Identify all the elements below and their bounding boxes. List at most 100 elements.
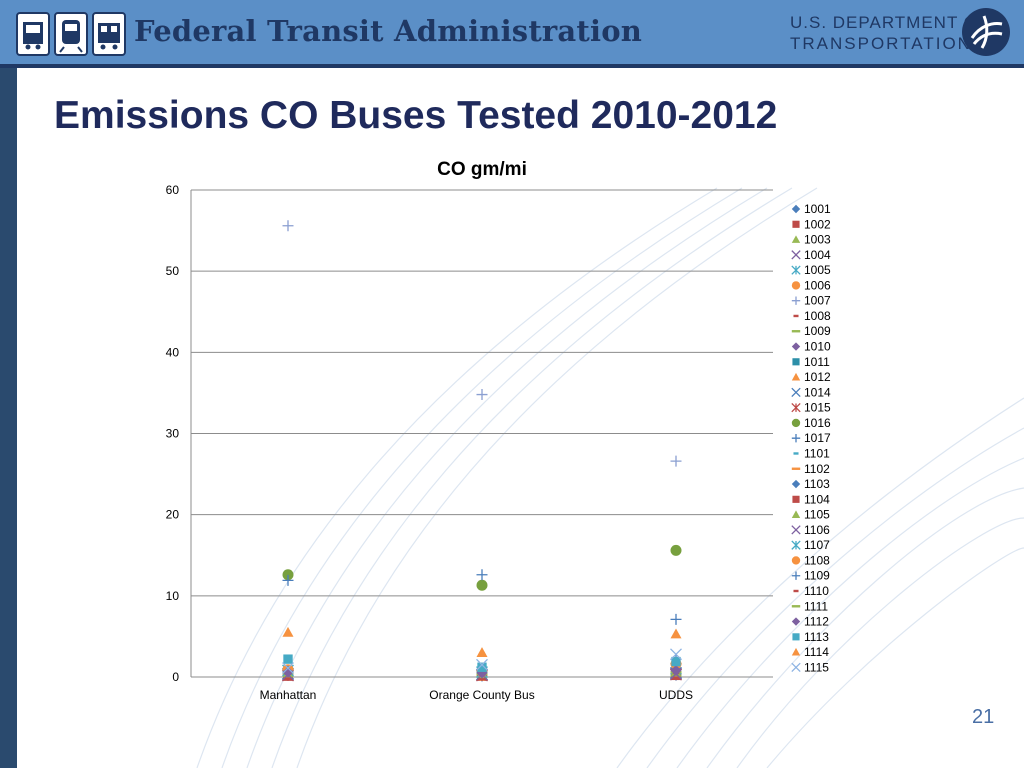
legend-marker-1102	[791, 467, 801, 470]
legend-label: 1011	[804, 355, 830, 369]
x-tick-label: Orange County Bus	[429, 688, 534, 702]
data-point-1114-1	[476, 647, 488, 658]
department-name-line2: TRANSPORTATION	[790, 34, 972, 53]
data-point-1115-2	[670, 648, 682, 661]
y-tick-label: 20	[166, 508, 180, 522]
legend-marker-1011	[792, 358, 800, 366]
legend-label: 1113	[804, 630, 829, 644]
legend-marker-1014	[791, 387, 801, 398]
y-tick-label: 0	[172, 670, 179, 684]
legend-label: 1015	[804, 401, 831, 415]
data-point-1113-0	[283, 654, 293, 664]
y-tick-label: 30	[166, 427, 180, 441]
legend-marker-1103	[791, 479, 801, 489]
header-divider	[0, 64, 1024, 68]
legend-marker-1010	[791, 342, 801, 351]
rail-car-icon	[92, 12, 126, 56]
data-point-1113-1	[477, 662, 487, 672]
legend-label: 1112	[804, 615, 829, 629]
legend-marker-1115	[791, 662, 801, 673]
legend-label: 1017	[804, 431, 831, 445]
legend-marker-1105	[791, 510, 801, 518]
legend-marker-1006	[791, 281, 801, 290]
legend-marker-1005	[791, 265, 801, 275]
legend-label: 1103	[804, 477, 830, 491]
legend-marker-1004	[791, 250, 801, 260]
legend-label: 1005	[804, 263, 831, 277]
legend-marker-1112	[791, 617, 801, 626]
data-point-1016-1	[476, 579, 488, 591]
legend-label: 1003	[804, 233, 831, 247]
legend-marker-1003	[791, 235, 801, 243]
data-point-1112-2	[670, 665, 682, 677]
legend-label: 1007	[804, 294, 831, 308]
bus-icon	[16, 12, 50, 56]
y-tick-label: 60	[166, 183, 180, 197]
legend-label: 1009	[804, 324, 831, 338]
legend-marker-1002	[792, 220, 800, 228]
legend-marker-1017	[791, 434, 801, 443]
legend-label: 1110	[804, 584, 829, 598]
legend-label: 1010	[804, 340, 831, 354]
slide-number: 21	[972, 706, 995, 728]
y-tick-label: 40	[166, 345, 180, 359]
data-point-1114-2	[670, 628, 682, 639]
legend-marker-1113	[792, 633, 800, 641]
legend-label: 1105	[804, 508, 830, 522]
legend-label: 1102	[804, 462, 830, 476]
legend-label: 1016	[804, 416, 831, 430]
data-point-1112-0	[282, 666, 294, 678]
y-tick-label: 10	[166, 589, 180, 603]
data-point-1113-2	[671, 656, 681, 667]
legend-label: 1008	[804, 309, 831, 323]
background-swoosh	[196, 187, 1024, 768]
legend-label: 1014	[804, 385, 831, 399]
legend-label: 1106	[804, 523, 830, 537]
x-tick-label: UDDS	[659, 688, 693, 702]
legend-marker-1109	[791, 571, 801, 580]
legend-marker-1008	[793, 314, 799, 318]
x-tick-label: Manhattan	[260, 688, 317, 702]
data-point-1017-2	[670, 613, 682, 625]
legend-marker-1016	[791, 418, 801, 428]
legend-marker-1106	[791, 525, 801, 535]
legend-marker-1111	[791, 605, 801, 608]
legend-marker-1110	[793, 589, 799, 593]
legend-label: 1107	[804, 538, 830, 552]
data-point-1114-0	[282, 626, 294, 637]
legend-label: 1004	[804, 248, 831, 262]
left-accent-bar	[0, 68, 17, 768]
data-point-1115-1	[476, 658, 488, 671]
legend-label: 1109	[804, 569, 830, 583]
data-point-1115-0	[282, 662, 294, 675]
legend-label: 1012	[804, 370, 831, 384]
legend-label: 1115	[804, 660, 829, 674]
legend-marker-1108	[791, 556, 801, 565]
legend-marker-1104	[792, 495, 800, 503]
data-point-1007-1	[476, 389, 488, 401]
legend-marker-1001	[791, 204, 801, 214]
legend-marker-1012	[791, 372, 801, 381]
data-point-1016-2	[670, 544, 682, 556]
legend-marker-1009	[791, 330, 801, 333]
legend-label: 1111	[804, 599, 828, 613]
legend-label: 1114	[804, 645, 829, 659]
legend-marker-1007	[791, 296, 801, 305]
agency-title: Federal Transit Administration	[134, 14, 643, 48]
legend-marker-1015	[791, 402, 801, 413]
y-tick-label: 50	[166, 264, 180, 278]
legend-label: 1002	[804, 217, 831, 231]
legend-label: 1104	[804, 492, 830, 506]
legend-label: 1006	[804, 278, 831, 292]
data-point-1007-2	[670, 455, 682, 467]
legend-label: 1108	[804, 553, 830, 567]
chart-title: CO gm/mi	[437, 159, 527, 180]
data-point-1016-0	[282, 569, 294, 581]
dot-logo-icon	[962, 8, 1010, 56]
slide-title: Emissions CO Buses Tested 2010-2012	[54, 94, 778, 137]
data-point-1017-0	[282, 574, 294, 586]
legend-marker-1107	[791, 540, 801, 550]
train-icon	[54, 12, 88, 56]
header-bar	[0, 0, 1024, 66]
